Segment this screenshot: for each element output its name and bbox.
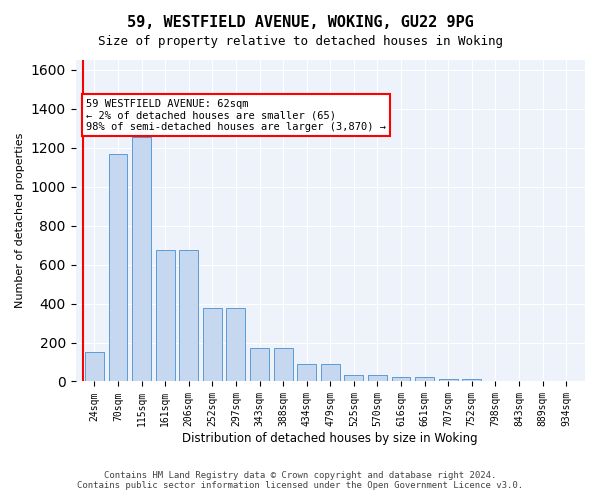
Bar (274, 348, 293, 382)
Text: 59, WESTFIELD AVENUE, WOKING, GU22 9PG: 59, WESTFIELD AVENUE, WOKING, GU22 9PG (127, 15, 473, 30)
Text: 59 WESTFIELD AVENUE: 62sqm
← 2% of detached houses are smaller (65)
98% of semi-: 59 WESTFIELD AVENUE: 62sqm ← 2% of detac… (86, 98, 386, 132)
Bar (109, 154, 127, 382)
Bar (392, 376, 410, 382)
Bar (203, 308, 222, 382)
Bar (439, 378, 458, 382)
Bar (344, 374, 363, 382)
Text: Size of property relative to detached houses in Woking: Size of property relative to detached ho… (97, 35, 503, 48)
Bar (368, 374, 387, 382)
Bar (415, 376, 434, 382)
Bar (226, 308, 245, 382)
Bar (156, 250, 175, 382)
Bar (85, 352, 104, 382)
Bar (297, 364, 316, 382)
Y-axis label: Number of detached properties: Number of detached properties (15, 133, 25, 308)
Bar (321, 364, 340, 382)
Bar (132, 137, 151, 382)
Bar (179, 250, 198, 382)
X-axis label: Distribution of detached houses by size in Woking: Distribution of detached houses by size … (182, 432, 478, 445)
Bar (250, 348, 269, 382)
Text: Contains HM Land Registry data © Crown copyright and database right 2024.
Contai: Contains HM Land Registry data © Crown c… (77, 470, 523, 490)
Bar (463, 378, 481, 382)
